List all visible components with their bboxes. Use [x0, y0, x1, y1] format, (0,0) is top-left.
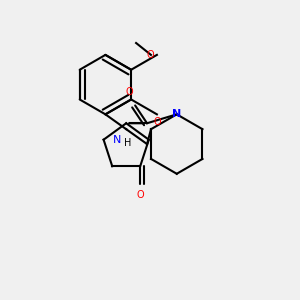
Text: O: O	[153, 117, 161, 127]
Text: N: N	[112, 135, 121, 145]
Text: O: O	[125, 86, 133, 97]
Text: O: O	[146, 50, 154, 60]
Text: O: O	[136, 190, 144, 200]
Text: H: H	[124, 138, 132, 148]
Text: N: N	[172, 109, 182, 119]
